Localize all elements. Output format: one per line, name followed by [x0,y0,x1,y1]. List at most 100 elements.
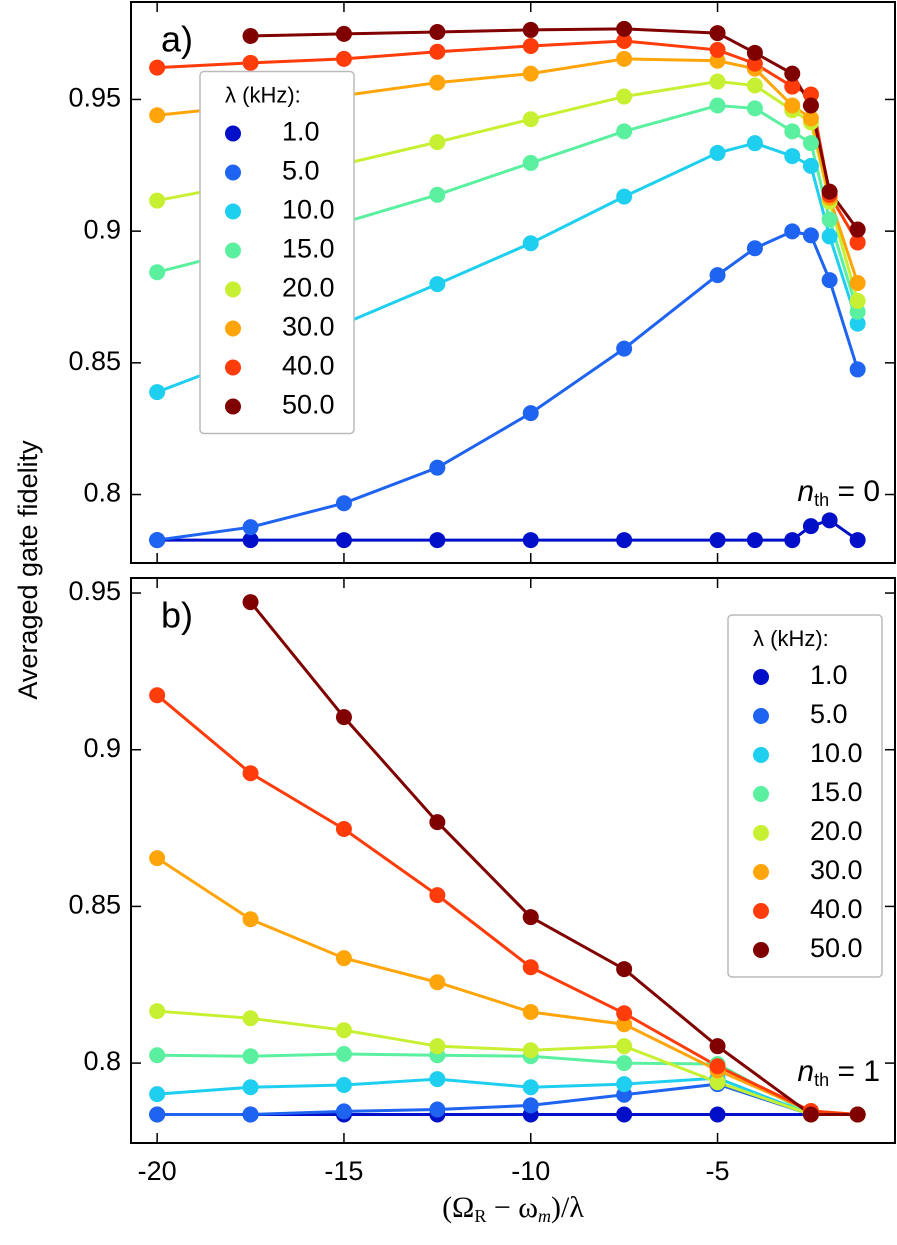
data-point [522,405,539,422]
legend-label: 40.0 [810,894,863,924]
y-tick-label: 0.95 [68,83,121,113]
data-point [616,50,633,67]
data-point [802,518,819,535]
data-point [616,88,633,105]
data-point [429,974,446,991]
legend-marker [225,164,241,181]
x-label-sub: R [474,1206,486,1226]
data-point [429,276,446,293]
data-point [709,532,726,549]
y-tick-label: 0.9 [83,214,121,244]
data-point [709,1038,726,1055]
data-point [821,211,838,228]
data-point [746,135,763,152]
annotation-sub: th [814,490,829,510]
annotation-n: n [797,475,814,508]
legend-marker [753,786,769,802]
legend-marker [753,747,769,763]
y-tick-label: 0.85 [68,890,121,920]
data-point [522,65,539,82]
data-point [784,97,801,114]
data-point [616,188,633,205]
data-point [784,223,801,240]
legend-marker [225,320,241,337]
data-point [522,959,539,976]
data-point [242,1010,259,1027]
legend-label: 10.0 [810,738,863,768]
legend-label: 40.0 [282,351,335,381]
data-point [429,74,446,91]
data-point [242,594,259,611]
data-point [616,32,633,49]
data-point [709,97,726,114]
legend-label: 10.0 [282,195,335,225]
legend-label: 20.0 [282,273,335,303]
legend-label: 5.0 [282,156,320,186]
legend-marker [225,242,241,259]
data-point [746,44,763,61]
annotation-n: n [797,1055,814,1088]
data-point [802,227,819,244]
data-point [784,78,801,95]
data-point [429,814,446,831]
legend-marker [225,398,241,415]
data-point [335,495,352,512]
data-point [849,532,866,549]
legend-marker [753,864,769,880]
legend-label: 50.0 [810,933,863,963]
legend-title: λ (kHz): [753,626,829,651]
data-point [821,272,838,289]
data-point [616,1005,633,1022]
data-point [802,97,819,114]
x-label-sub: m [538,1206,551,1226]
legend-label: 50.0 [282,390,335,420]
data-point [709,1074,726,1091]
legend-marker [753,708,769,724]
data-point [429,1101,446,1118]
x-tick-label: -20 [138,1156,177,1186]
data-point [616,123,633,140]
data-point [616,340,633,357]
data-point [746,100,763,117]
data-point [746,532,763,549]
data-point [802,110,819,127]
data-point [149,1086,166,1103]
legend-label: 1.0 [810,660,848,690]
data-point [429,887,446,904]
x-tick-label: -10 [511,1156,550,1186]
data-point [242,765,259,782]
data-point [709,25,726,42]
legend-box [199,70,355,435]
data-point [149,532,166,549]
data-point [616,1106,633,1123]
data-point [849,292,866,309]
data-point [784,148,801,165]
data-point [335,1022,352,1039]
data-point [802,86,819,103]
data-point [149,1047,166,1064]
data-point [335,50,352,67]
data-point [522,1079,539,1096]
legend-box [727,614,883,978]
data-point [522,909,539,926]
series-line [157,1082,858,1116]
data-point [522,1042,539,1059]
data-point [802,157,819,174]
data-point [746,240,763,257]
data-point [849,221,866,238]
data-point [802,1106,819,1123]
legend-label: 15.0 [810,777,863,807]
legend-marker [225,125,241,142]
y-tick-label: 0.8 [83,478,121,508]
data-point [616,1076,633,1093]
data-point [802,135,819,152]
data-point [335,709,352,726]
y-tick-label: 0.9 [83,733,121,763]
annotation-sub: th [814,1070,829,1090]
x-label-part: (Ω [442,1191,474,1224]
data-point [709,1058,726,1075]
data-point [849,275,866,292]
plot-frame [130,577,896,1144]
data-point [709,144,726,161]
